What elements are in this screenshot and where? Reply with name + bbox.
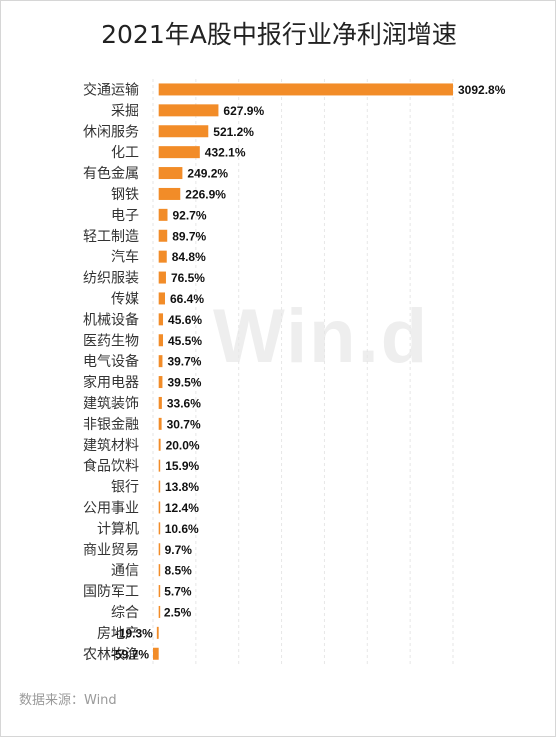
value-label: 3092.8% — [458, 83, 506, 97]
bar — [158, 459, 161, 472]
category-label: 医药生物 — [83, 333, 139, 349]
value-label: 627.9% — [223, 104, 264, 118]
category-label: 非银金融 — [83, 417, 139, 433]
value-label: 521.2% — [213, 125, 254, 139]
value-label: 92.7% — [173, 208, 207, 222]
category-label: 化工 — [111, 145, 139, 161]
value-label: 30.7% — [167, 417, 201, 431]
bar — [158, 355, 163, 368]
value-label: 20.0% — [166, 438, 200, 452]
bar — [158, 187, 181, 200]
value-label: 432.1% — [205, 146, 246, 160]
category-label: 汽车 — [111, 249, 139, 266]
value-label: 45.6% — [168, 313, 202, 327]
bar — [158, 292, 165, 305]
bar — [158, 605, 161, 618]
bar — [158, 564, 161, 577]
value-label: 76.5% — [171, 271, 205, 285]
category-label: 公用事业 — [83, 500, 139, 516]
value-label: 10.6% — [165, 522, 199, 536]
bars — [153, 83, 453, 660]
category-label: 建筑装饰 — [83, 396, 139, 412]
bar — [158, 396, 162, 409]
bar — [156, 626, 159, 639]
category-label: 钢铁 — [111, 187, 139, 203]
value-label: 15.9% — [165, 459, 199, 473]
bar — [158, 334, 164, 347]
value-label: 39.7% — [167, 355, 201, 369]
bar — [158, 501, 161, 514]
value-label: 33.6% — [167, 396, 201, 410]
category-label: 机械设备 — [83, 311, 139, 328]
value-label: 9.7% — [165, 543, 193, 557]
source-note: 数据来源：Wind — [19, 693, 117, 708]
category-label: 通信 — [111, 563, 139, 579]
bar — [158, 480, 161, 493]
category-label: 休闲服务 — [83, 124, 139, 140]
bar — [153, 647, 159, 660]
bar — [158, 585, 161, 598]
category-label: 电子 — [111, 208, 139, 224]
bar — [158, 146, 200, 159]
bar — [158, 543, 161, 556]
bar — [158, 522, 161, 535]
value-label: 12.4% — [165, 501, 199, 515]
category-label: 银行 — [111, 480, 139, 496]
category-label: 有色金属 — [83, 165, 139, 182]
category-label: 计算机 — [97, 521, 139, 537]
value-label: 226.9% — [185, 187, 226, 201]
chart-title: 2021年A股中报行业净利润增速 — [101, 20, 457, 49]
bar — [158, 313, 164, 326]
value-label: 84.8% — [172, 250, 206, 264]
bar — [158, 167, 183, 180]
value-label: 39.5% — [167, 376, 201, 390]
value-label: -59.7% — [111, 647, 149, 661]
category-label: 传媒 — [111, 291, 139, 307]
value-label: 249.2% — [187, 167, 228, 181]
category-label: 农林牧渔 — [83, 647, 139, 663]
value-label: 45.5% — [168, 334, 202, 348]
bar — [158, 417, 162, 430]
category-label: 建筑材料 — [83, 438, 139, 454]
value-label: 13.8% — [165, 480, 199, 494]
value-label: 89.7% — [172, 229, 206, 243]
bar — [158, 438, 161, 451]
category-label: 综合 — [111, 605, 139, 621]
bar — [158, 229, 168, 242]
category-label: 采掘 — [111, 103, 139, 119]
value-label: -19.3% — [115, 626, 153, 640]
value-labels: 3092.8% 627.9% 521.2% 432.1% 249.2% 226.9% 92.… — [111, 83, 506, 661]
category-label: 食品饮料 — [83, 458, 139, 475]
bar — [158, 104, 219, 117]
bar — [158, 376, 163, 389]
category-labels: 交通运输采掘休闲服务化工有色金属钢铁电子轻工制造汽车纺织服装传媒机械设备医药生物… — [83, 81, 139, 662]
wind-watermark: Win.d — [213, 294, 430, 379]
bar — [158, 83, 453, 96]
bar — [158, 250, 167, 263]
bar — [158, 125, 209, 138]
category-label: 轻工制造 — [83, 229, 139, 245]
category-label: 商业贸易 — [83, 542, 139, 558]
bar — [158, 208, 168, 221]
value-label: 66.4% — [170, 292, 204, 306]
category-label: 房地产 — [97, 626, 139, 642]
category-label: 交通运输 — [83, 81, 139, 98]
category-label: 家用电器 — [83, 374, 139, 391]
grid-lines — [152, 79, 454, 665]
category-label: 国防军工 — [83, 584, 139, 600]
bar — [158, 271, 166, 284]
value-label: 5.7% — [164, 585, 192, 599]
value-label: 2.5% — [164, 605, 192, 619]
category-label: 纺织服装 — [83, 271, 139, 287]
value-label: 8.5% — [164, 564, 192, 578]
category-label: 电气设备 — [83, 353, 139, 370]
